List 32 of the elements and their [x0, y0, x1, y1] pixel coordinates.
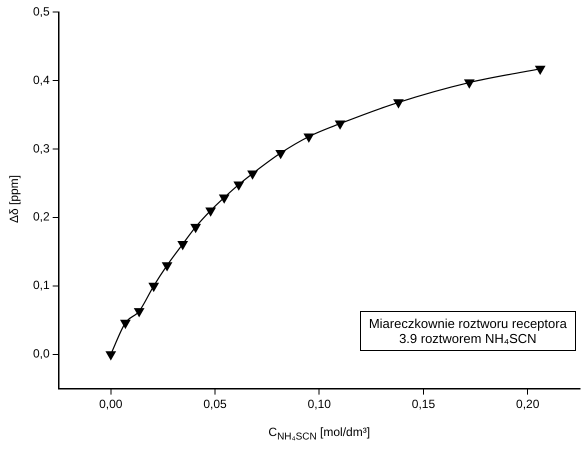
- point: [162, 262, 172, 271]
- x-tick-label: 0,05: [203, 397, 228, 412]
- y-tick-label: 0,4: [32, 72, 50, 87]
- point: [178, 241, 188, 250]
- point: [106, 351, 116, 360]
- y-tick-label: 0,3: [32, 141, 50, 156]
- point: [134, 308, 144, 317]
- point: [335, 120, 346, 130]
- annotation: 3.9 roztworem NH₄SCN: [398, 330, 537, 346]
- point: [248, 170, 258, 180]
- y-tick-label: 0,0: [32, 346, 50, 361]
- point: [535, 66, 546, 74]
- point: [464, 79, 474, 88]
- x-tick-label: 0,00: [99, 397, 123, 412]
- point: [219, 194, 230, 204]
- point: [276, 150, 286, 159]
- point: [234, 181, 244, 190]
- y-tick-label: 0,1: [32, 278, 50, 292]
- y-axis-title: Δδ [ppm]: [7, 174, 21, 226]
- x-tick-label: 0,10: [308, 397, 332, 412]
- x-axis-title: C$_{NH₄SCN}$ [mol/dm³]: [267, 425, 372, 442]
- point: [120, 320, 130, 328]
- point: [394, 99, 404, 108]
- y-tick-label: 0,2: [32, 210, 50, 224]
- x-tick-label: 0,15: [412, 397, 436, 412]
- point: [304, 134, 314, 142]
- point: [148, 282, 159, 292]
- x-tick-label: 0,20: [516, 397, 540, 412]
- point: [190, 224, 201, 233]
- y-tick-label: 0,5: [32, 4, 50, 18]
- point: [206, 207, 216, 216]
- annotation: Miareczkownie roztworu receptora: [368, 316, 567, 331]
